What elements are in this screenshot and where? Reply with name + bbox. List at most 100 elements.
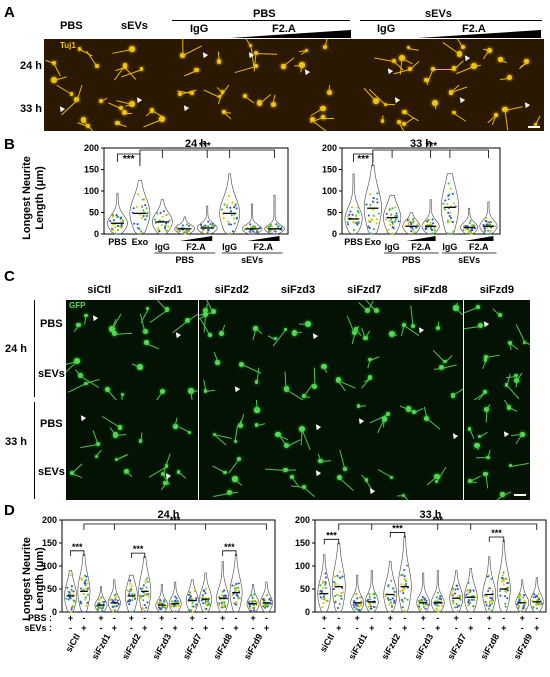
panel-c-time-24h: 24 h [5,343,28,355]
neurite [252,328,257,341]
y-tick-label: 100 [84,186,99,196]
data-point [206,604,209,607]
neuron-soma [144,340,149,345]
arrowhead-marker: ▲ [307,328,321,343]
sevs-sign: - [252,623,255,633]
data-point [467,598,470,602]
data-point [353,229,356,232]
data-point [384,595,387,598]
data-point [79,600,82,603]
x-tick-label: IgG [385,242,400,252]
gfp-micrograph-tile [66,350,133,401]
data-point [139,594,142,597]
data-point [507,586,510,589]
data-point [253,609,256,612]
data-point [357,211,360,214]
data-point [418,605,421,608]
gfp-micrograph-tile [397,350,464,401]
data-point [403,587,406,590]
gfp-micrograph-tile [331,350,398,401]
data-point [72,590,75,593]
neuron-soma [123,468,129,474]
neuron-soma [119,106,124,111]
data-point [341,591,345,594]
data-point [165,222,168,225]
neuron-soma [76,322,81,328]
neurite [53,63,61,76]
data-point [321,587,324,590]
neurite [504,106,523,111]
data-point [459,598,462,601]
data-point [491,602,494,605]
pbs-sign: - [174,613,177,623]
data-point [535,607,539,610]
data-point [233,584,237,587]
violin-outline [241,203,263,235]
data-point [390,579,393,582]
data-point [456,606,459,609]
data-point [368,593,371,596]
data-point [114,232,117,235]
data-point [538,597,541,601]
data-point [111,610,114,613]
data-point [416,223,419,226]
y-tick-label: 200 [322,143,337,153]
sevs-sign: - [488,623,491,633]
data-point [177,604,181,607]
data-point [164,606,167,609]
data-point [371,218,374,221]
data-point [227,223,230,226]
panel-a-f2a-2: F2.A [462,23,486,35]
panel-c-row-pbs-2: PBS [40,418,63,430]
data-point [486,575,489,578]
data-point [412,217,415,221]
tuj1-micrograph-tile: ▲ [107,85,170,132]
neurite [492,308,501,317]
neuron-soma [524,59,529,65]
panel-c-column-label: siFzd2 [214,284,249,296]
data-point [235,207,238,210]
data-point [358,596,361,599]
data-point [523,599,526,602]
data-point [159,598,162,602]
data-point [334,583,337,586]
neuron-soma [284,327,288,331]
neurite [485,494,503,500]
data-point [488,605,491,608]
tuj1-micrograph-tile: ▲ [231,39,295,86]
data-point [425,227,428,230]
data-point [70,608,73,611]
data-point [145,593,149,596]
data-point [223,589,226,592]
data-point [99,597,102,600]
data-point [435,596,438,599]
neurite [146,342,160,350]
data-point [488,602,491,605]
data-point [69,592,72,596]
neurite [413,407,424,413]
neuron-soma [164,464,169,469]
pbs-sign: + [322,613,327,623]
data-point [490,221,493,224]
data-point [520,610,523,613]
data-point [249,223,252,226]
data-point [536,595,539,598]
violin-outline [317,554,332,613]
neurite [478,431,488,438]
data-point [372,197,375,200]
data-point [436,599,439,602]
neurite [426,418,440,430]
data-point [462,229,465,232]
data-point [416,225,419,228]
neuron-soma [159,389,165,395]
significance-stars: *** [392,523,403,533]
gfp-micrograph-tile: ▲ [331,450,398,501]
data-point [403,597,406,600]
data-point [69,610,72,613]
data-point [115,605,118,608]
neurite [181,39,183,56]
data-point [446,219,450,222]
y-tick-label: 200 [84,143,99,153]
y-tick-label: 100 [42,561,57,571]
data-point [332,580,335,584]
